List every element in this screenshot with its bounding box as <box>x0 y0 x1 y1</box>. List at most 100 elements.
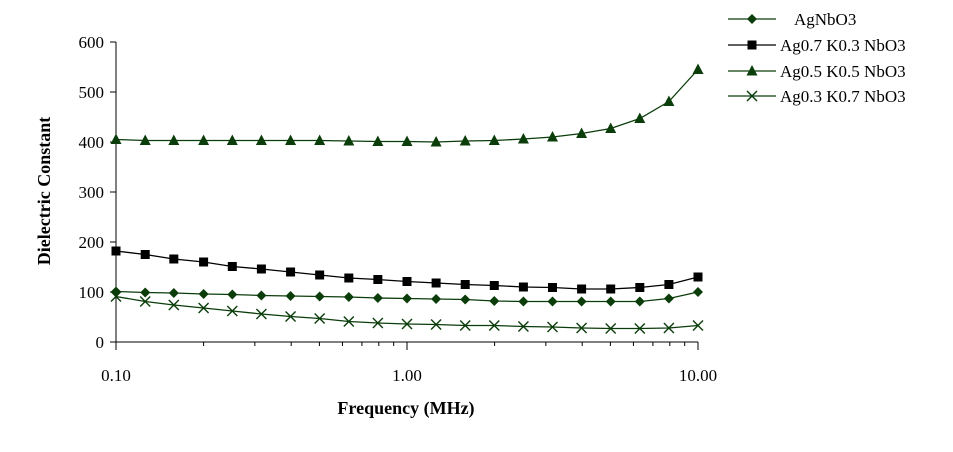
data-point <box>430 319 442 330</box>
data-point <box>606 284 616 294</box>
data-point <box>692 63 704 74</box>
data-point <box>663 95 675 106</box>
data-point <box>576 296 587 307</box>
data-point <box>140 287 151 298</box>
data-point <box>517 321 529 332</box>
data-point <box>372 317 384 329</box>
data-point <box>605 296 616 307</box>
data-point <box>315 270 325 280</box>
data-point <box>459 135 471 146</box>
data-point <box>344 273 354 283</box>
x-axis-ticks: 0.10 1.00 10.00 <box>101 342 717 385</box>
legend-item: Ag0.7 K0.3 NbO3 <box>728 36 906 55</box>
data-point <box>488 320 500 331</box>
data-point <box>401 318 413 330</box>
legend-marker <box>747 14 757 24</box>
x-axis-title: Frequency (MHz) <box>337 398 474 419</box>
data-point <box>314 313 326 324</box>
data-point <box>635 283 645 292</box>
data-point <box>431 278 441 288</box>
data-point <box>517 133 529 144</box>
data-point <box>343 135 355 146</box>
y-tick-label: 500 <box>79 83 105 102</box>
data-point <box>169 254 179 264</box>
data-point <box>460 280 470 289</box>
data-point <box>546 321 558 333</box>
data-point <box>518 296 529 307</box>
data-point <box>286 267 296 277</box>
data-point <box>576 322 588 334</box>
data-point <box>634 323 646 334</box>
series-2 <box>111 246 703 294</box>
legend-label: AgNbO3 <box>794 10 856 29</box>
data-point <box>489 281 499 290</box>
data-point <box>314 291 325 302</box>
data-point <box>460 294 471 305</box>
data-point <box>343 316 355 327</box>
data-point <box>431 294 442 304</box>
data-point <box>634 296 645 307</box>
data-point <box>255 134 267 145</box>
data-point <box>401 135 413 146</box>
data-point <box>402 277 412 286</box>
data-point <box>605 323 617 334</box>
data-point <box>373 275 383 284</box>
y-tick-label: 0 <box>96 333 105 352</box>
data-point <box>634 112 646 123</box>
data-point <box>139 134 151 145</box>
data-point <box>664 280 674 289</box>
legend-item: AgNbO3 <box>728 10 856 29</box>
legend-label: Ag0.5 K0.5 NbO3 <box>780 62 906 81</box>
x-tick-label: 1.00 <box>392 366 422 385</box>
data-point <box>110 133 122 144</box>
data-point <box>198 289 209 299</box>
data-point <box>576 127 588 138</box>
data-point <box>226 134 238 145</box>
legend: AgNbO3 Ag0.7 K0.3 NbO3 Ag0.5 K0.5 NbO3 Ag0.… <box>728 10 906 106</box>
series-4 <box>110 291 704 334</box>
data-point <box>372 293 383 303</box>
legend-item: Ag0.3 K0.7 NbO3 <box>728 87 906 106</box>
y-tick-label: 100 <box>79 283 105 302</box>
data-point <box>255 308 267 320</box>
data-point <box>430 136 442 147</box>
legend-label: Ag0.3 K0.7 NbO3 <box>780 87 906 106</box>
data-point <box>111 286 121 297</box>
data-point <box>693 272 703 282</box>
legend-marker <box>747 40 757 50</box>
series-3 <box>110 63 704 147</box>
data-point <box>226 305 238 317</box>
y-tick-label: 400 <box>79 133 105 152</box>
data-point <box>402 293 412 304</box>
data-point <box>110 291 122 302</box>
data-point <box>518 282 528 292</box>
data-point <box>168 134 180 145</box>
data-point <box>693 287 703 297</box>
x-tick-label: 10.00 <box>679 366 717 385</box>
data-point <box>343 292 354 302</box>
data-point <box>168 299 180 311</box>
data-point <box>547 296 558 307</box>
data-point <box>488 134 500 145</box>
data-point <box>199 257 209 267</box>
y-tick-label: 200 <box>79 233 105 252</box>
data-point <box>285 134 297 145</box>
x-tick-label: 0.10 <box>101 366 131 385</box>
y-tick-label: 600 <box>79 33 105 52</box>
legend-marker <box>746 65 758 76</box>
y-axis-title: Dielectric Constant <box>34 117 54 265</box>
data-point <box>577 284 587 294</box>
plot-area: 0 100 200 300 400 500 600 0.10 1.00 10.00 <box>79 33 718 385</box>
data-point <box>692 320 704 331</box>
data-point <box>140 250 150 259</box>
data-point <box>489 296 500 306</box>
data-point <box>546 131 558 142</box>
y-tick-label: 300 <box>79 183 105 202</box>
data-point <box>372 135 384 146</box>
data-point <box>256 264 266 274</box>
data-point <box>605 122 617 133</box>
data-point <box>459 320 471 331</box>
data-point <box>285 311 297 322</box>
data-point <box>139 296 151 307</box>
